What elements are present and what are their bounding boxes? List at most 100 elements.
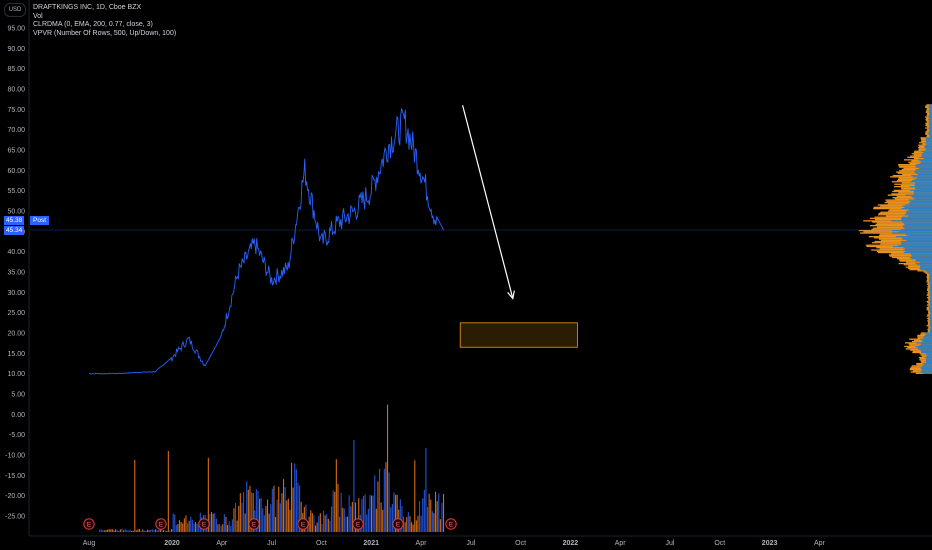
volume-profile-row-up [913, 192, 932, 194]
volume-profile-row-up [903, 251, 932, 254]
volume-bar [343, 508, 345, 532]
volume-bar [438, 493, 440, 532]
volume-profile-row-up [925, 332, 932, 334]
volume-profile-row-up [921, 369, 932, 371]
volume-profile-row-up [929, 289, 932, 291]
volume-profile-row-up [929, 129, 932, 132]
earnings-marker[interactable]: E [83, 518, 95, 530]
volume-profile-row-up [929, 325, 932, 327]
volume-profile-row-up [929, 288, 932, 290]
volume-bar [412, 524, 414, 532]
x-axis[interactable]: Aug 2020 Apr Jul Oct 2021 Apr Jul Oct 2022 Apr Jul O… [30, 535, 932, 547]
volume-bar [262, 508, 264, 532]
target-zone-box[interactable] [459, 322, 578, 348]
volume-bar [115, 529, 117, 532]
volume-bar [340, 493, 342, 532]
volume-indicator-label[interactable]: Vol [33, 12, 43, 20]
volume-profile-row [898, 177, 932, 179]
y-tick-label: 15.00 [7, 351, 25, 358]
earnings-marker[interactable]: E [352, 518, 364, 530]
volume-bar [215, 518, 217, 532]
volume-bar [166, 531, 168, 532]
volume-profile-row-up [921, 351, 932, 354]
y-tick-label: 90.00 [7, 46, 25, 53]
price-badge-current: 45.34 [4, 226, 25, 235]
volume-bar [382, 509, 384, 532]
volume-profile-row-up [926, 140, 932, 143]
volume-bar [278, 486, 280, 532]
x-tick-label: Apr [416, 540, 428, 547]
volume-profile-row-up [926, 359, 932, 361]
volume-profile-row-up [921, 343, 932, 345]
volume-profile-row [869, 217, 932, 219]
volume-profile-row-up [929, 303, 932, 305]
volume-bar [374, 475, 376, 532]
volume-bar [225, 516, 227, 532]
volume-bar [174, 514, 176, 532]
volume-profile-row-up [929, 328, 932, 330]
volume-profile-row [927, 314, 932, 316]
volume-profile-row [928, 295, 932, 298]
volume-bar [331, 506, 333, 532]
volume-bar [110, 529, 112, 532]
volume-bar [217, 524, 219, 532]
volume-profile-row-up [914, 198, 932, 200]
volume-bar [220, 525, 222, 532]
y-tick-label: -20.00 [5, 493, 25, 500]
currency-badge[interactable]: USD [4, 3, 26, 17]
volume-profile-row [875, 223, 932, 226]
volume-bar [126, 530, 128, 532]
earnings-marker[interactable]: E [297, 518, 309, 530]
volume-profile-row-up [920, 367, 932, 370]
volume-profile-row-up [906, 210, 932, 212]
earnings-marker[interactable]: E [248, 518, 260, 530]
volume-profile-row-up [929, 128, 932, 130]
volume-bar [147, 529, 149, 532]
volume-bar [211, 512, 213, 532]
vpvr-indicator-label[interactable]: VPVR (Number Of Rows, 500, Up/Down, 100) [33, 29, 177, 37]
volume-profile-row [920, 354, 932, 356]
volume-bar [401, 506, 403, 532]
projection-arrow[interactable] [462, 105, 514, 299]
volume-profile-row-up [928, 127, 932, 129]
volume-bar [347, 516, 349, 532]
volume-profile-row-up [904, 223, 932, 226]
volume-profile-row-up [902, 226, 932, 228]
volume-profile-row-up [910, 189, 932, 191]
volume-profile-row-up [928, 132, 932, 134]
volume-profile-row-up [915, 165, 932, 167]
symbol-title[interactable]: DRAFTKINGS INC, 1D, Cboe BZX [33, 4, 142, 11]
volume-profile-row-up [908, 199, 932, 201]
earnings-marker-label: E [159, 522, 164, 529]
earnings-marker[interactable]: E [155, 518, 167, 530]
volume-profile-row [926, 134, 932, 137]
volume-bar [369, 494, 371, 532]
volume-profile-row-up [930, 311, 932, 313]
volume-bar [111, 529, 113, 532]
volume-profile-row-up [928, 125, 932, 127]
clrdma-indicator-label[interactable]: CLRDMA (0, EMA, 200, 0.77, close, 3) [33, 21, 153, 29]
volume-profile-row-up [920, 261, 932, 263]
volume-profile-row-up [930, 326, 932, 328]
price-series [88, 108, 444, 375]
volume-profile-row [919, 358, 932, 360]
volume-profile-row-up [929, 273, 932, 276]
volume-profile-row-up [905, 204, 932, 206]
volume-bar [124, 528, 126, 532]
volume-profile-row-up [920, 160, 932, 162]
volume-profile-row [912, 340, 932, 343]
volume-profile-row-up [929, 299, 932, 301]
volume-bar [337, 483, 339, 532]
y-tick-label: -5.00 [9, 432, 25, 439]
y-axis[interactable]: 95.00 90.00 85.00 80.00 75.00 70.00 65.00 60.00… [5, 0, 30, 536]
volume-profile-row-up [917, 264, 932, 266]
earnings-marker[interactable]: E [198, 518, 210, 530]
earnings-marker[interactable]: E [445, 518, 457, 530]
volume-bar [127, 530, 129, 532]
volume-profile-row-up [901, 216, 932, 218]
volume-profile-row-up [928, 300, 932, 302]
earnings-marker[interactable]: E [392, 518, 404, 530]
volume-bar [145, 531, 147, 532]
